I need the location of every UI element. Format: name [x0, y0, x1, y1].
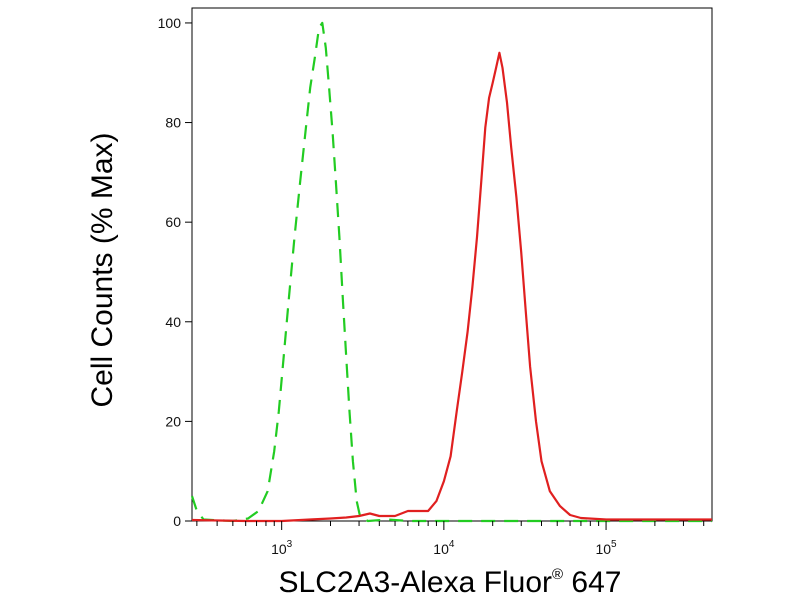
x-tick-label: 103 — [271, 539, 293, 557]
x-tick-label: 105 — [595, 539, 617, 557]
y-tick-label: 100 — [158, 15, 182, 31]
y-tick-label: 60 — [165, 214, 181, 230]
plot-frame — [191, 7, 713, 522]
x-axis-title-registered-mark: ® — [552, 566, 563, 583]
axes: 0 20 40 60 80 100 103 104 105 — [158, 15, 705, 557]
x-axis-title: SLC2A3-Alexa Fluor® 647 — [279, 566, 622, 599]
y-tick-label: 20 — [165, 413, 181, 429]
series-layer — [190, 21, 712, 523]
y-tick-label: 40 — [165, 314, 181, 330]
x-tick-label: 104 — [433, 539, 455, 557]
y-tick-label: 80 — [165, 115, 181, 131]
series-line-2 — [191, 51, 712, 523]
x-axis-title-main: SLC2A3-Alexa Fluor — [279, 566, 552, 599]
plot-area — [191, 7, 713, 522]
x-axis-title-tail: 647 — [563, 566, 621, 599]
y-axis-title: Cell Counts (% Max) — [86, 132, 119, 407]
series-line-1 — [190, 21, 712, 523]
y-tick-label: 0 — [173, 513, 181, 529]
